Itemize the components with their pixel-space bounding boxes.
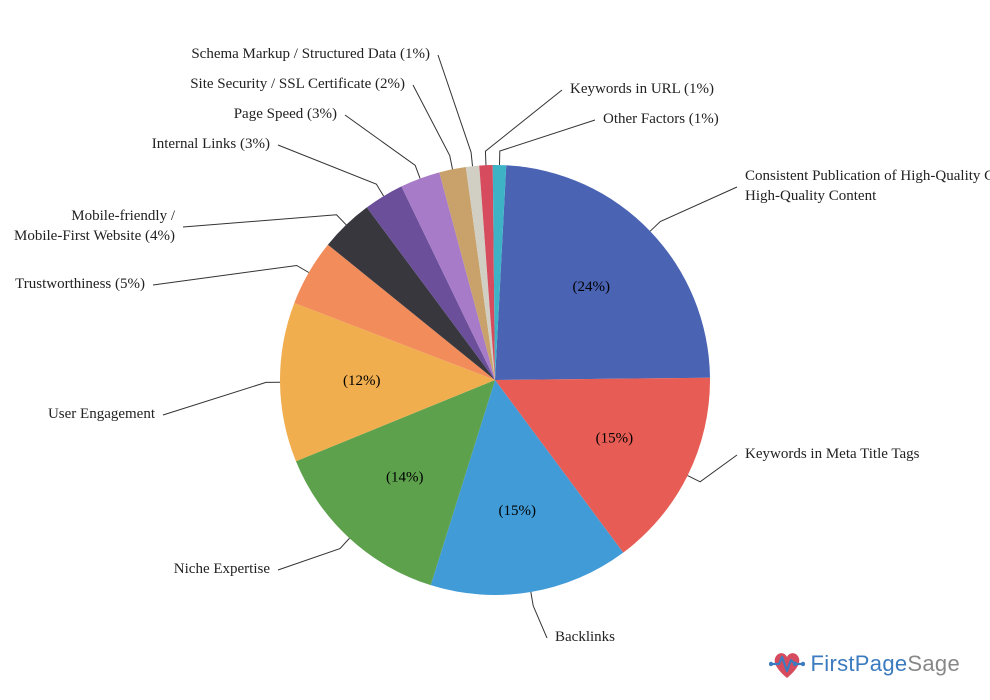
slice-label: Internal Links (3%) bbox=[152, 135, 270, 155]
brand-name: FirstPageSage bbox=[811, 651, 960, 677]
slice-label: User Engagement bbox=[48, 405, 155, 425]
brand-name-b: Sage bbox=[907, 651, 960, 676]
brand-name-a: FirstPage bbox=[811, 651, 908, 676]
slice-label: Site Security / SSL Certificate (2%) bbox=[190, 75, 405, 95]
pie-chart-container: (24%) (15%) (15%) (14%) (12%) Consistent Pub… bbox=[0, 0, 990, 700]
slice-pct-inside: (24%) bbox=[572, 279, 610, 295]
brand-logo: FirstPageSage bbox=[769, 646, 960, 682]
slice-label: Other Factors (1%) bbox=[603, 110, 719, 130]
slice-label: Backlinks bbox=[555, 628, 615, 648]
slice-label: Page Speed (3%) bbox=[234, 105, 337, 125]
slice-label: Schema Markup / Structured Data (1%) bbox=[191, 45, 430, 65]
slice-pct-inside: (15%) bbox=[596, 431, 634, 447]
slice-pct-inside: (12%) bbox=[343, 373, 381, 389]
heart-icon bbox=[769, 646, 805, 682]
slice-pct-inside: (14%) bbox=[386, 470, 424, 486]
pie-chart: (24%) (15%) (15%) (14%) (12%) bbox=[0, 0, 990, 700]
slice-pct-inside: (15%) bbox=[498, 503, 536, 519]
slice-label: Keywords in Meta Title Tags bbox=[745, 445, 920, 465]
slice-label: Niche Expertise bbox=[174, 560, 270, 580]
pie-slice bbox=[495, 165, 710, 380]
slice-label: Trustworthiness (5%) bbox=[15, 275, 145, 295]
slice-label: Consistent Publication of High-Quality C… bbox=[745, 167, 990, 206]
slice-label: Mobile-friendly /Mobile-First Website (4… bbox=[14, 207, 175, 246]
slice-label: Keywords in URL (1%) bbox=[570, 80, 714, 100]
